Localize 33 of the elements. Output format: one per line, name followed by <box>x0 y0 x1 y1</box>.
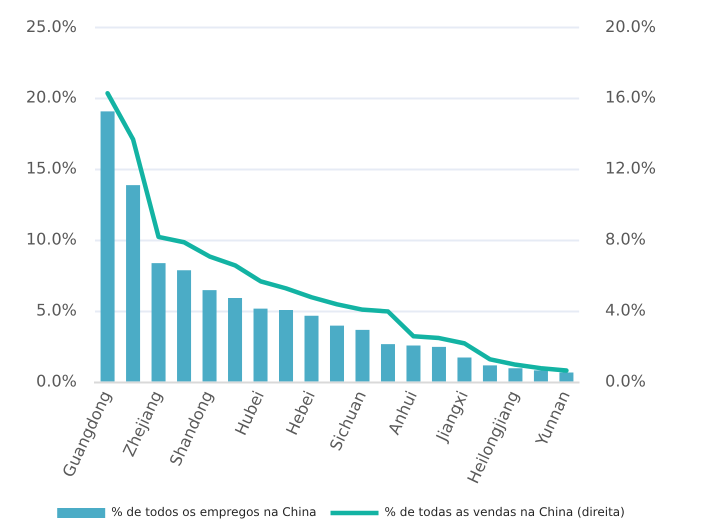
bar <box>254 308 268 382</box>
y2-tick-label: 0.0% <box>605 372 646 391</box>
bar <box>380 344 395 382</box>
bar <box>126 185 140 382</box>
bar <box>534 370 548 382</box>
bar <box>355 330 370 382</box>
bar <box>508 368 522 382</box>
bar <box>177 270 192 382</box>
bar <box>482 365 497 382</box>
y2-tick-label: 20.0% <box>605 16 656 36</box>
bar <box>457 358 472 382</box>
y-tick-label: 20.0% <box>26 88 77 107</box>
y-tick-label: 5.0% <box>36 300 77 320</box>
bar <box>406 346 420 382</box>
bar <box>304 316 319 382</box>
y2-tick-label: 12.0% <box>605 158 656 178</box>
bar <box>559 372 574 382</box>
y-tick-label: 10.0% <box>26 230 77 249</box>
legend-label: % de todas as vendas na China (direita) <box>384 505 625 520</box>
bar <box>152 263 166 382</box>
bar <box>202 290 217 382</box>
bar <box>279 310 294 382</box>
bar <box>100 111 115 382</box>
bar <box>228 298 242 382</box>
y2-tick-label: 16.0% <box>605 88 656 107</box>
bar <box>330 326 344 382</box>
y2-tick-label: 8.0% <box>605 230 646 249</box>
y-tick-label: 25.0% <box>26 16 77 36</box>
y2-tick-label: 4.0% <box>605 300 646 320</box>
legend-label: % de todos os empregos na China <box>111 505 317 520</box>
bar <box>432 346 446 382</box>
y-tick-label: 15.0% <box>26 158 77 178</box>
y-tick-label: 0.0% <box>36 372 77 391</box>
